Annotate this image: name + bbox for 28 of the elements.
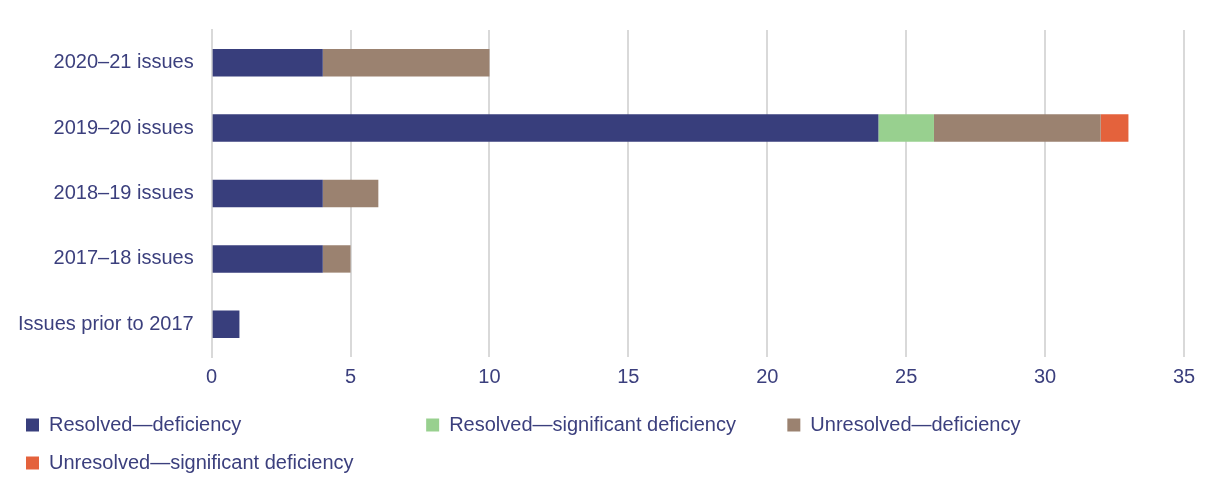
bar bbox=[322, 48, 490, 77]
bar bbox=[322, 245, 351, 273]
bar bbox=[212, 310, 240, 339]
bar bbox=[322, 179, 379, 208]
bar bbox=[212, 114, 879, 142]
x-tick-label: 0 bbox=[206, 364, 218, 387]
x-tick-label: 20 bbox=[756, 364, 779, 387]
bar bbox=[878, 114, 934, 142]
bar bbox=[1100, 114, 1129, 142]
y-tick-label: 2019–20 issues bbox=[53, 115, 194, 138]
x-tick-label: 35 bbox=[1172, 364, 1196, 387]
x-tick-label: 30 bbox=[1033, 364, 1057, 387]
x-tick-label: 5 bbox=[345, 364, 357, 387]
x-tick-label: 10 bbox=[478, 364, 501, 387]
y-tick-label: 2020–21 issues bbox=[53, 50, 194, 73]
y-tick-label: 2018–19 issues bbox=[53, 181, 194, 204]
bar bbox=[212, 179, 323, 208]
legend-label: Unresolved—deficiency bbox=[810, 412, 1166, 435]
x-tick-label: 15 bbox=[617, 364, 640, 387]
legend-label: Resolved—significant deficiency bbox=[449, 412, 770, 435]
legend-label: Unresolved—significant deficiency bbox=[49, 450, 365, 473]
bar bbox=[212, 245, 323, 273]
bar bbox=[933, 114, 1101, 142]
legend-label: Resolved—deficiency bbox=[49, 412, 409, 435]
y-tick-label: 2017–18 issues bbox=[53, 246, 194, 269]
x-tick-label: 25 bbox=[895, 364, 918, 387]
y-tick-label: Issues prior to 2017 bbox=[18, 311, 194, 334]
bar bbox=[212, 48, 323, 77]
